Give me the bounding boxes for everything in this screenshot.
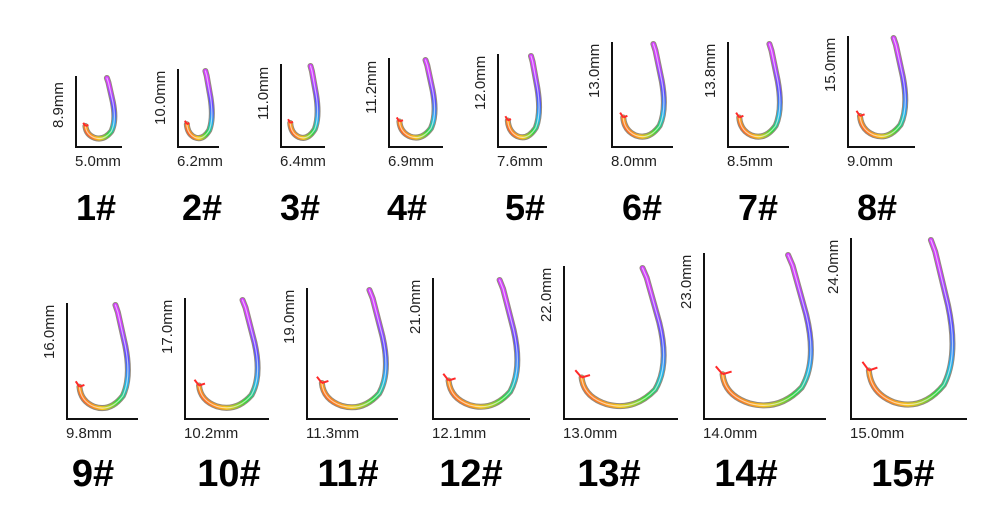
size-number: 8# (856, 187, 898, 228)
dimension-axes (847, 36, 915, 148)
height-label: 16.0mm (41, 304, 58, 359)
size-number: 4# (386, 187, 428, 228)
dimension-axes (611, 42, 673, 148)
height-label: 15.0mm (822, 37, 839, 92)
height-label: 23.0mm (678, 254, 695, 309)
dimension-axes (66, 303, 138, 420)
width-label: 8.5mm (727, 153, 773, 170)
width-label: 13.0mm (563, 425, 618, 442)
size-number: 9# (71, 453, 115, 495)
dimension-axes (727, 42, 789, 148)
dimension-axes (563, 266, 678, 420)
dimension-axes (850, 238, 967, 420)
size-number: 3# (279, 187, 321, 228)
size-number: 6# (621, 187, 663, 228)
width-label: 15.0mm (850, 425, 905, 442)
width-label: 7.6mm (497, 153, 543, 170)
fishing-hook-icon (856, 240, 963, 414)
height-label: 21.0mm (407, 279, 424, 334)
size-number: 7# (737, 187, 779, 228)
height-label: 19.0mm (281, 289, 298, 344)
fishing-hook-icon (394, 60, 439, 142)
dimension-axes (306, 288, 398, 420)
width-label: 6.4mm (280, 153, 326, 170)
size-number: 12# (439, 453, 503, 495)
fishing-hook-icon (438, 280, 526, 414)
height-label: 17.0mm (159, 299, 176, 354)
height-label: 10.0mm (152, 70, 169, 125)
dimension-axes (184, 298, 269, 420)
fishing-hook-icon (569, 268, 674, 414)
dimension-axes (497, 54, 547, 148)
size-number: 2# (181, 187, 223, 228)
height-label: 13.8mm (702, 43, 719, 98)
width-label: 10.2mm (184, 425, 239, 442)
dimension-axes (75, 76, 122, 148)
fishing-hook-icon (733, 44, 785, 142)
width-label: 12.1mm (432, 425, 487, 442)
height-label: 8.9mm (50, 81, 67, 128)
width-label: 6.2mm (177, 153, 223, 170)
width-label: 14.0mm (703, 425, 758, 442)
fishing-hook-icon (617, 44, 669, 142)
size-number: 5# (504, 187, 546, 228)
dimension-axes (388, 58, 443, 148)
size-number: 11# (317, 453, 379, 495)
width-label: 5.0mm (75, 153, 121, 170)
dimension-axes (703, 253, 826, 420)
height-label: 13.0mm (586, 43, 603, 98)
dimension-axes (280, 64, 325, 148)
fishing-hook-icon (709, 255, 822, 414)
width-label: 8.0mm (611, 153, 657, 170)
height-label: 24.0mm (825, 239, 842, 294)
height-label: 11.0mm (255, 66, 272, 120)
width-label: 9.0mm (847, 153, 893, 170)
dimension-axes (432, 278, 530, 420)
size-number: 10# (197, 453, 261, 495)
width-label: 9.8mm (66, 425, 112, 442)
size-number: 13# (577, 453, 641, 495)
height-label: 22.0mm (538, 267, 555, 322)
fishing-hook-icon (312, 290, 394, 414)
width-label: 6.9mm (388, 153, 434, 170)
width-label: 11.3mm (306, 425, 360, 442)
height-label: 11.2mm (363, 60, 380, 114)
fishing-hook-icon (853, 38, 911, 142)
fishing-hook-icon (190, 300, 265, 414)
fishing-hook-icon (286, 66, 321, 142)
fishing-hook-icon (81, 78, 118, 142)
size-number: 1# (75, 187, 117, 228)
height-label: 12.0mm (472, 55, 489, 110)
size-number: 14# (714, 453, 778, 495)
dimension-axes (177, 69, 219, 148)
size-number: 15# (871, 453, 935, 495)
fishing-hook-icon (183, 71, 215, 142)
fishing-hook-icon (503, 56, 543, 142)
fishing-hook-icon (72, 305, 134, 414)
